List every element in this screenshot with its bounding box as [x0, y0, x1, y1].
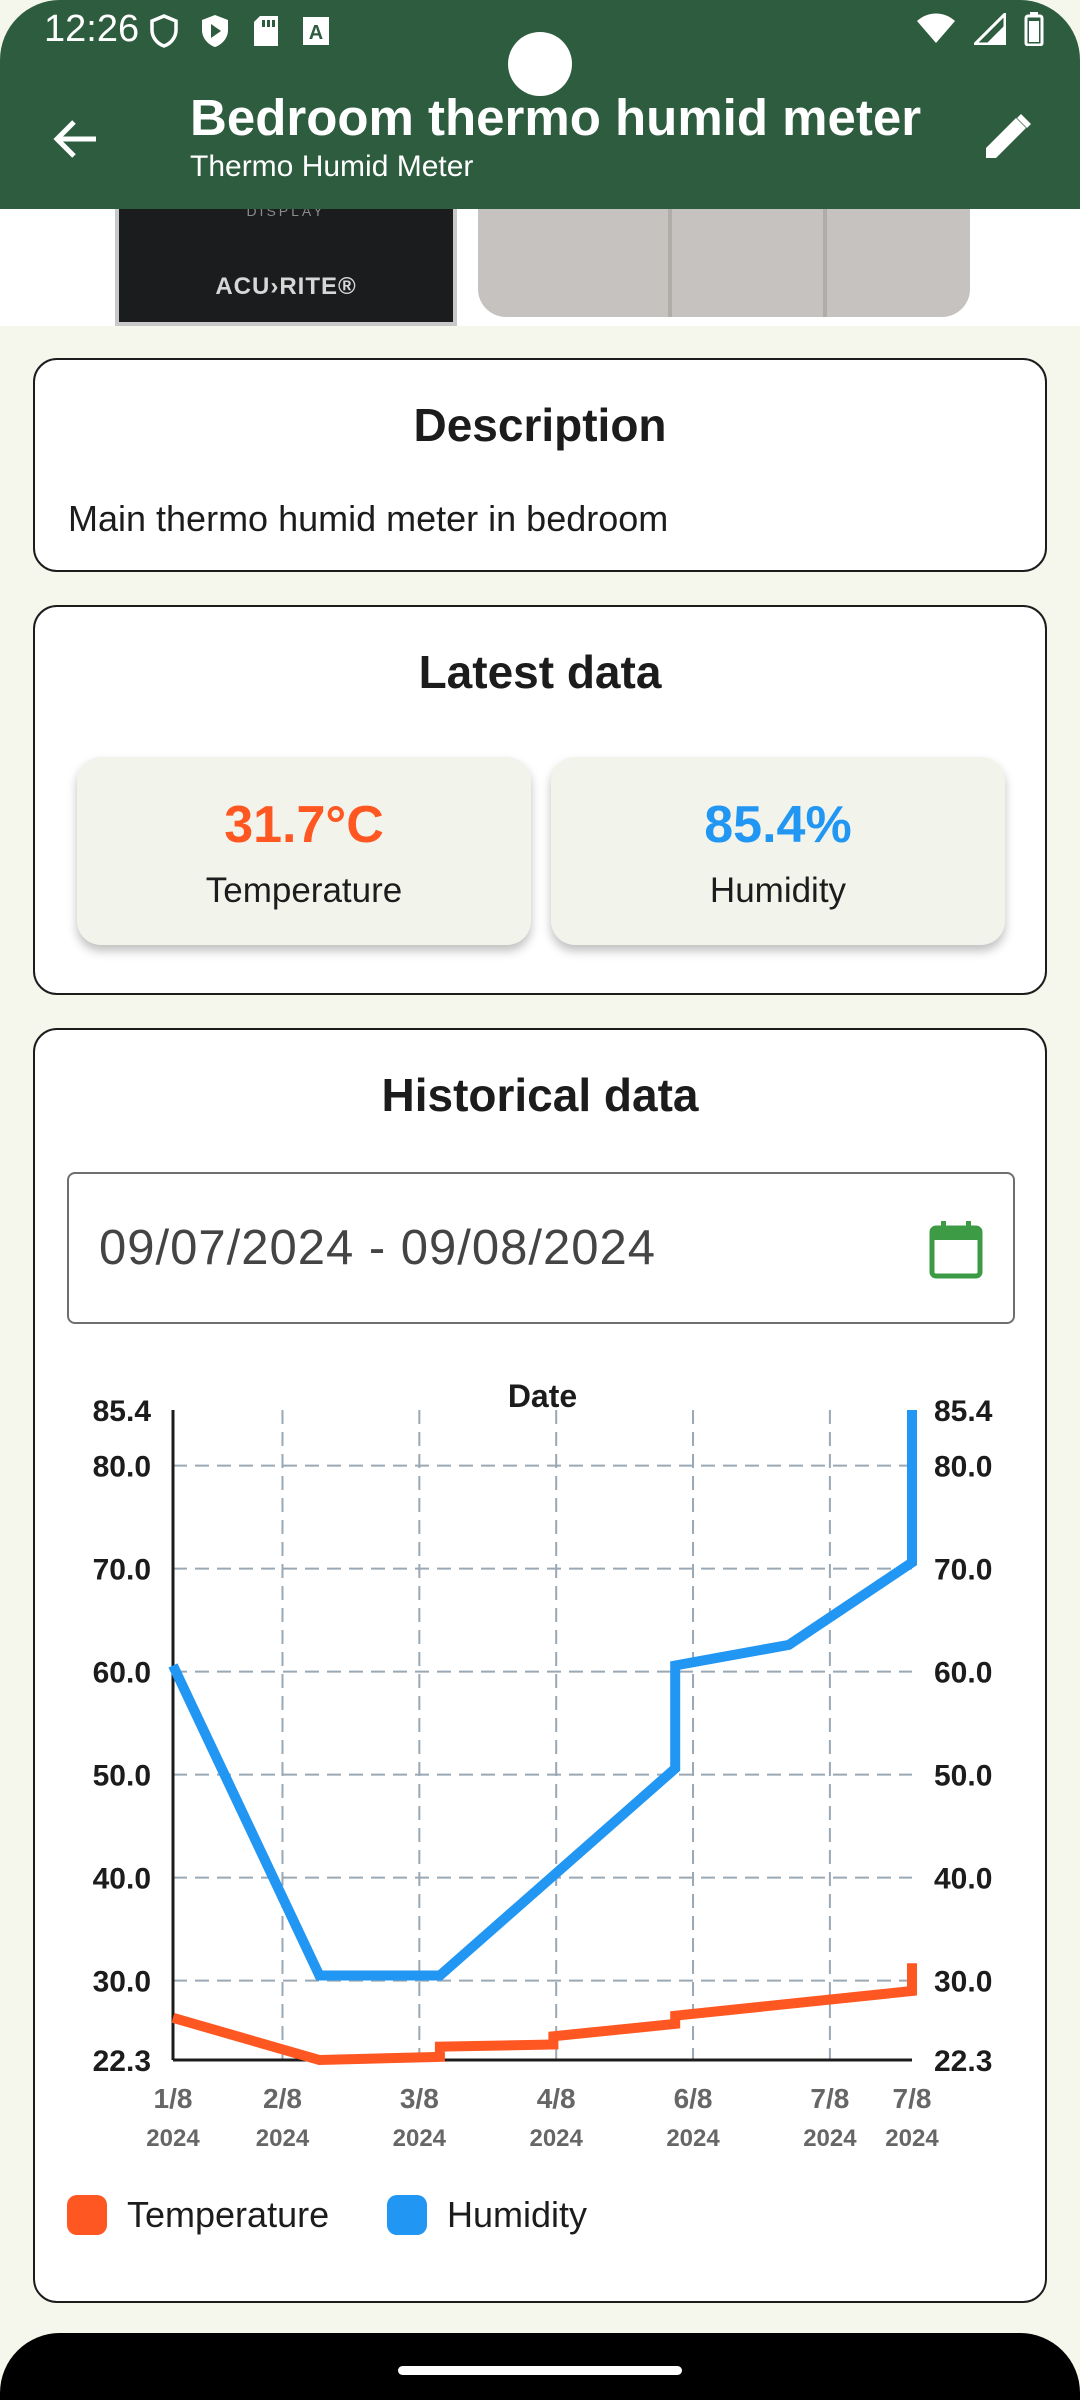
date-range-value: 09/07/2024 - 09/08/2024: [99, 1221, 657, 1275]
home-gesture-handle[interactable]: [398, 2366, 682, 2375]
pencil-icon: [986, 114, 1031, 158]
humidity-tile: 85.4% Humidity: [551, 757, 1005, 945]
x-tick-year-label: 2024: [393, 2125, 447, 2152]
historical-data-card: Historical data 09/07/2024 - 09/08/2024 …: [33, 1028, 1047, 2303]
legend-temperature: Temperature: [67, 2194, 329, 2236]
x-tick-label: 7/8: [893, 2083, 932, 2114]
latest-data-title: Latest data: [418, 646, 662, 698]
x-tick-year-label: 2024: [529, 2125, 583, 2152]
x-tick-label: 2/8: [263, 2083, 302, 2114]
temperature-value: 31.7°C: [224, 796, 384, 854]
camera-cutout: [508, 32, 572, 96]
font-a-icon: A: [303, 17, 329, 45]
x-tick-label: 3/8: [400, 2083, 439, 2114]
legend-humidity-swatch: [387, 2195, 427, 2235]
arrow-back-icon: [53, 120, 96, 158]
y-tick-label-left: 85.4: [93, 1395, 152, 1428]
y-tick-label-right: 80.0: [934, 1451, 992, 1484]
x-tick-label: 6/8: [674, 2083, 713, 2114]
description-text: Main thermo humid meter in bedroom: [68, 498, 669, 539]
calendar-icon[interactable]: [929, 1220, 983, 1280]
y-tick-label-left: 60.0: [93, 1657, 151, 1690]
play-shield-icon: [202, 15, 228, 47]
device-brand-logo: ACU›RITE®: [215, 273, 357, 300]
svg-text:A: A: [309, 22, 323, 44]
page-subtitle: Thermo Humid Meter: [190, 150, 474, 183]
temperature-tile: 31.7°C Temperature: [77, 757, 531, 945]
humidity-label: Humidity: [709, 871, 847, 910]
y-tick-label-right: 85.4: [934, 1395, 993, 1428]
y-tick-label-right: 50.0: [934, 1760, 992, 1793]
humidity-value: 85.4%: [704, 796, 852, 854]
y-tick-label-right: 22.3: [934, 2045, 992, 2078]
legend-humidity: Humidity: [387, 2194, 587, 2236]
y-tick-label-left: 70.0: [93, 1554, 151, 1587]
series-line-temperature: [171, 1963, 917, 2066]
device-display-text: DISPLAY: [246, 209, 326, 219]
y-tick-label-left: 40.0: [93, 1863, 151, 1896]
latest-data-card: Latest data 31.7°C Temperature 85.4% Hum…: [33, 605, 1047, 995]
device-photo: DISPLAY ACU›RITE®: [0, 209, 1080, 326]
x-tick-year-label: 2024: [885, 2125, 939, 2152]
legend-temperature-label: Temperature: [127, 2194, 330, 2235]
wifi-icon: [917, 13, 955, 43]
historical-data-title: Historical data: [381, 1069, 699, 1121]
back-button[interactable]: [40, 104, 110, 174]
x-tick-label: 4/8: [537, 2083, 576, 2114]
status-time: 12:26: [44, 8, 140, 50]
page-title: Bedroom thermo humid meter: [190, 89, 922, 146]
series-line-humidity: [168, 1410, 917, 1981]
x-tick-year-label: 2024: [803, 2125, 857, 2152]
y-tick-label-left: 50.0: [93, 1760, 151, 1793]
status-icons-right: [916, 12, 1044, 46]
y-tick-label-right: 70.0: [934, 1554, 992, 1587]
x-tick-label: 7/8: [810, 2083, 849, 2114]
edit-button[interactable]: [972, 102, 1042, 172]
y-tick-label-left: 80.0: [93, 1451, 151, 1484]
legend-temperature-swatch: [67, 2195, 107, 2235]
x-tick-year-label: 2024: [256, 2125, 310, 2152]
battery-icon: [1024, 12, 1044, 46]
shield-icon: [150, 14, 178, 48]
device-sensor-unit: [478, 209, 970, 317]
date-range-input[interactable]: 09/07/2024 - 09/08/2024: [67, 1172, 1015, 1324]
historical-chart: Date 22.3 22.3 30.0 30.0 40.0 40.0 50.0 50.0 60.0…: [93, 1378, 993, 2152]
x-tick-year-label: 2024: [666, 2125, 720, 2152]
y-tick-label-right: 40.0: [934, 1863, 992, 1896]
sd-card-icon: [254, 16, 278, 46]
description-card: Description Main thermo humid meter in b…: [33, 358, 1047, 572]
top-app-bar: 12:26 A Bedroom thermo humid meter Therm…: [0, 0, 1080, 209]
device-display-unit: DISPLAY ACU›RITE®: [115, 209, 457, 326]
x-tick-year-label: 2024: [146, 2125, 200, 2152]
description-title: Description: [413, 399, 667, 451]
status-icons-left: A: [150, 14, 330, 48]
temperature-label: Temperature: [205, 871, 403, 910]
legend-humidity-label: Humidity: [447, 2194, 588, 2235]
y-tick-label-right: 30.0: [934, 1966, 992, 1999]
cell-signal-icon: [974, 13, 1006, 45]
x-tick-label: 1/8: [154, 2083, 193, 2114]
y-tick-label-right: 60.0: [934, 1657, 992, 1690]
y-tick-label-left: 30.0: [93, 1966, 151, 1999]
y-tick-label-left: 22.3: [93, 2045, 151, 2078]
chart-title: Date: [508, 1378, 577, 1414]
